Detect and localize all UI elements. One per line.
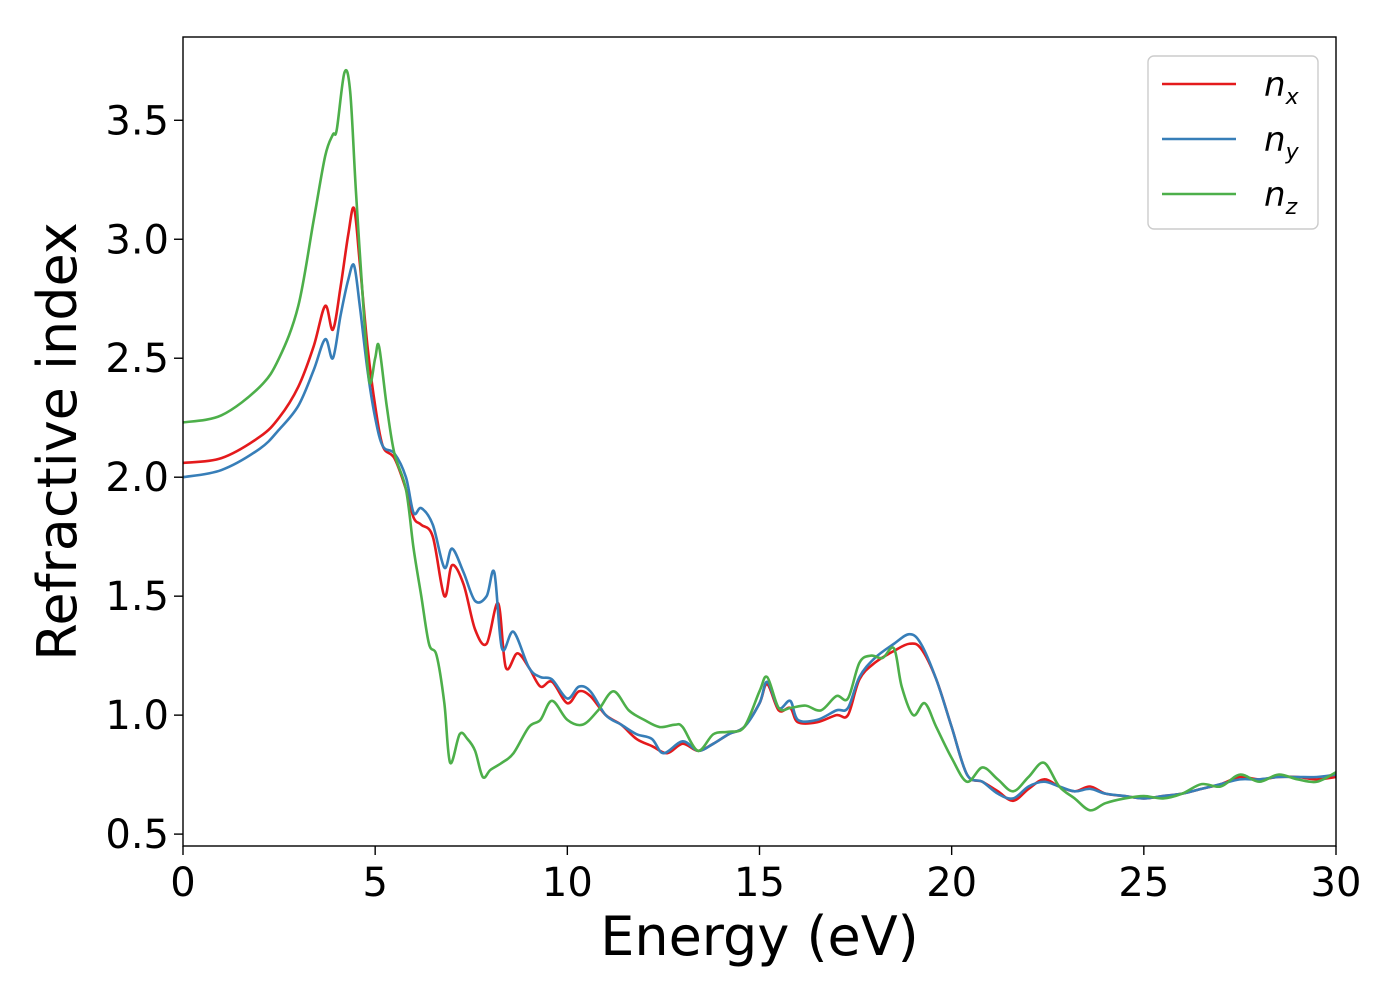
x-tick-label: 0 (170, 860, 195, 906)
y-tick-label: 2.5 (105, 336, 169, 382)
y-tick-label: 2.0 (105, 455, 169, 501)
y-axis-ticks: 0.5 1.0 1.5 2.0 2.5 3.0 3.5 (105, 98, 183, 858)
series-layer (183, 68, 1336, 812)
y-axis-label: Refractive index (26, 222, 89, 661)
legend-label-x: nx (1264, 65, 1300, 110)
legend-box (1147, 55, 1319, 230)
y-tick-label: 1.0 (105, 693, 169, 739)
y-tick-label: 3.5 (105, 98, 169, 144)
x-tick-label: 10 (542, 860, 593, 906)
y-tick-label: 1.5 (105, 574, 169, 620)
x-tick-label: 20 (926, 860, 977, 906)
x-tick-label: 30 (1311, 860, 1362, 906)
y-tick-label: 3.0 (105, 217, 169, 263)
y-tick-label: 0.5 (105, 812, 169, 858)
x-axis-ticks: 0 5 10 15 20 25 30 (170, 846, 1361, 906)
x-tick-label: 25 (1118, 860, 1169, 906)
x-axis-label: Energy (eV) (600, 905, 919, 968)
series-line-z (183, 68, 1336, 812)
x-tick-label: 15 (734, 860, 785, 906)
legend: nx ny nz (1147, 55, 1319, 230)
x-tick-label: 5 (362, 860, 387, 906)
legend-label-z: nz (1264, 175, 1298, 220)
legend-label-y: ny (1264, 120, 1300, 165)
